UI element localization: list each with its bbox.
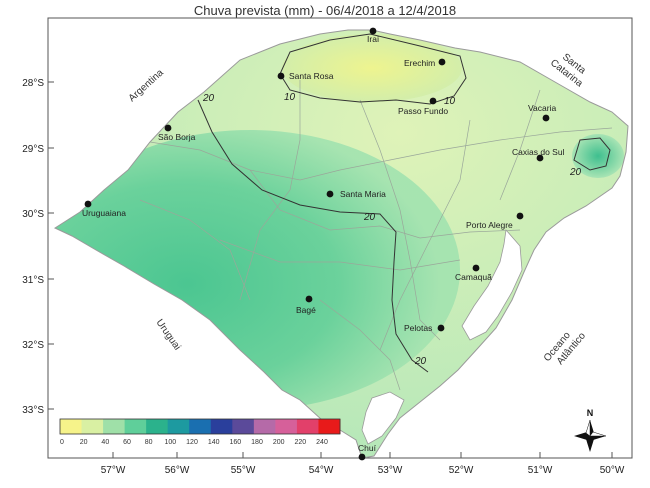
- city-marker: [438, 58, 446, 66]
- legend-swatch: [167, 419, 190, 434]
- lagoa-dos-patos: [461, 229, 523, 341]
- legend-tick-label: 80: [145, 439, 153, 446]
- city-label: Uruguaiana: [82, 208, 126, 218]
- legend-swatch: [103, 419, 126, 434]
- city-label: Passo Fundo: [398, 106, 448, 116]
- city-label: São Borja: [158, 132, 196, 142]
- lat-tick-label: 28°S: [22, 78, 44, 89]
- legend-ticks: 0 20 40 60 80 100 120 140 160 180 200 220 240: [60, 439, 328, 446]
- latitude-axis: 28°S 29°S 30°S 31°S 32°S 33°S: [22, 78, 54, 416]
- lon-tick-label: 53°W: [378, 465, 403, 476]
- legend-tick-label: 220: [294, 439, 306, 446]
- contour-label: 20: [414, 356, 427, 367]
- lat-tick-label: 29°S: [22, 144, 44, 155]
- lon-tick-label: 52°W: [449, 465, 474, 476]
- city-marker: [358, 453, 366, 461]
- city-marker: [536, 154, 544, 162]
- city-marker: [472, 264, 480, 272]
- lat-tick-label: 30°S: [22, 209, 44, 220]
- legend-swatch: [60, 419, 83, 434]
- city-marker: [516, 212, 524, 220]
- city-label: Iraí: [367, 34, 380, 44]
- lon-tick-label: 55°W: [231, 465, 256, 476]
- state-outline: [53, 29, 629, 459]
- region-boundaries: [139, 80, 613, 391]
- contour-10: [279, 33, 467, 105]
- city-marker: [326, 190, 334, 198]
- legend-swatch: [210, 419, 233, 434]
- city-label: Caxias do Sul: [512, 147, 565, 157]
- lat-tick-label: 33°S: [22, 405, 44, 416]
- contour-label: 20: [202, 93, 215, 104]
- city-label: Santa Maria: [340, 189, 386, 199]
- legend-swatch: [296, 419, 319, 434]
- lagoa-mirim: [361, 391, 405, 445]
- city-marker: [369, 27, 377, 35]
- contour-20-caxias: [573, 137, 611, 171]
- map-title: Chuva prevista (mm) - 06/4/2018 a 12/4/2…: [193, 3, 457, 18]
- legend-tick-label: 100: [164, 439, 176, 446]
- legend: 0 20 40 60 80 100 120 140 160 180 200 220 240: [59, 418, 341, 446]
- legend-tick-label: 160: [229, 439, 241, 446]
- city-label: Bagé: [296, 305, 316, 315]
- city-label: Chuí: [358, 443, 377, 453]
- contour-label: 10: [444, 96, 456, 107]
- city-markers: [84, 27, 550, 461]
- lon-tick-label: 57°W: [101, 465, 126, 476]
- city-label: Erechim: [404, 58, 435, 68]
- legend-swatch: [318, 419, 341, 434]
- legend-tick-label: 200: [273, 439, 285, 446]
- contour-20-west: [197, 99, 429, 373]
- lon-tick-label: 56°W: [165, 465, 190, 476]
- legend-tick-label: 120: [186, 439, 198, 446]
- contour-lines: [197, 33, 611, 373]
- legend-tick-label: 40: [101, 439, 109, 446]
- contour-label: 20: [569, 167, 582, 178]
- city-label: Vacaria: [528, 103, 556, 113]
- legend-tick-label: 20: [80, 439, 88, 446]
- legend-swatch: [275, 419, 298, 434]
- city-marker: [84, 200, 92, 208]
- legend-swatch: [189, 419, 212, 434]
- legend-swatch: [253, 419, 276, 434]
- lat-tick-label: 32°S: [22, 340, 44, 351]
- city-label: Camaquã: [455, 272, 492, 282]
- legend-tick-label: 0: [60, 439, 64, 446]
- legend-tick-label: 240: [316, 439, 328, 446]
- legend-tick-label: 180: [251, 439, 263, 446]
- legend-swatch: [124, 419, 147, 434]
- longitude-axis: 57°W 56°W 55°W 54°W 53°W 52°W 51°W 50°W: [101, 452, 625, 476]
- legend-color-bar: [60, 419, 341, 434]
- north-label: N: [587, 408, 594, 418]
- city-marker: [437, 324, 445, 332]
- city-marker: [277, 72, 285, 80]
- legend-tick-label: 60: [123, 439, 131, 446]
- city-label: Porto Alegre: [466, 220, 513, 230]
- contour-labels: 10 10 20 20 20 20: [202, 92, 582, 367]
- legend-swatch: [146, 419, 169, 434]
- contour-label: 20: [363, 212, 376, 223]
- legend-swatch: [232, 419, 255, 434]
- lon-tick-label: 50°W: [600, 465, 625, 476]
- legend-swatch: [81, 419, 104, 434]
- city-labels: Iraí Santa Rosa Erechim Passo Fundo Vaca…: [82, 34, 565, 453]
- city-marker: [429, 97, 437, 105]
- legend-tick-label: 140: [208, 439, 220, 446]
- lat-tick-label: 31°S: [22, 275, 44, 286]
- city-marker: [305, 295, 313, 303]
- north-arrow-icon: N: [574, 408, 607, 452]
- lon-tick-label: 51°W: [528, 465, 553, 476]
- city-marker: [542, 114, 550, 122]
- city-label: Santa Rosa: [289, 71, 334, 81]
- city-marker: [164, 124, 172, 132]
- contour-label: 10: [284, 92, 296, 103]
- lon-tick-label: 54°W: [309, 465, 334, 476]
- city-label: Pelotas: [404, 323, 432, 333]
